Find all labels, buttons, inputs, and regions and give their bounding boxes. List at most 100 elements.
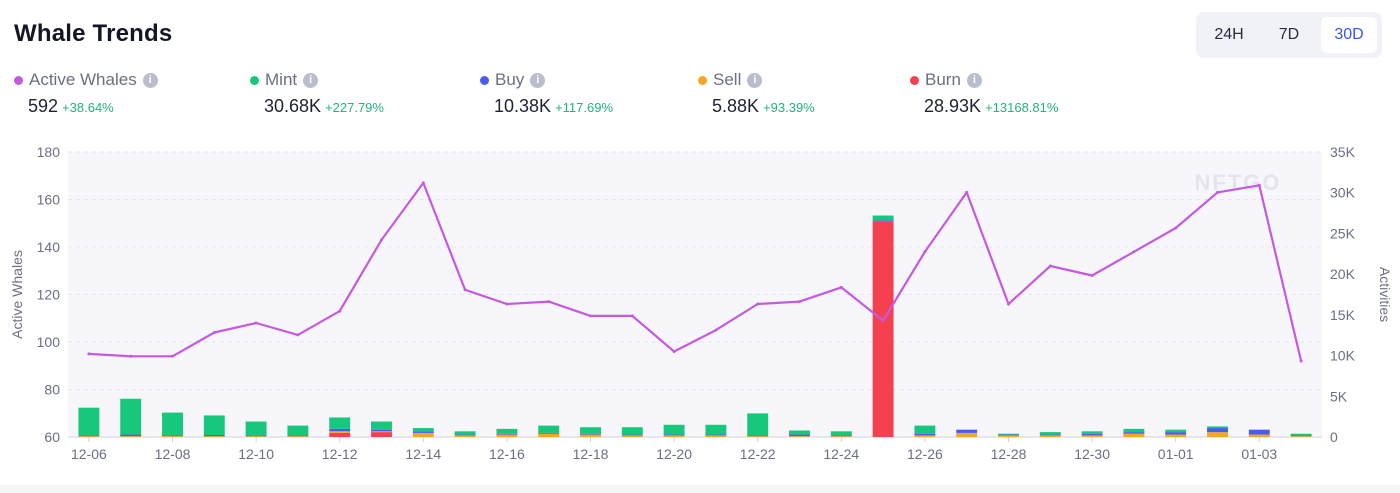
- info-icon[interactable]: i: [966, 72, 982, 88]
- y2-tick-label: 20K: [1330, 266, 1356, 282]
- bar-buy: [287, 435, 309, 437]
- line-point: [965, 190, 969, 194]
- active-whales-dot-icon: [14, 75, 23, 85]
- bar-mint: [371, 421, 392, 430]
- bar-sell: [621, 435, 643, 437]
- bar-buy: [162, 435, 183, 437]
- line-point: [254, 321, 258, 325]
- bar-buy: [412, 431, 434, 433]
- sell-dot-icon: [698, 75, 707, 85]
- bar-mint: [329, 417, 351, 429]
- line-point: [1257, 183, 1261, 187]
- legend-label: Active Whales: [29, 70, 137, 89]
- line-point: [338, 309, 342, 313]
- legend-label: Sell: [713, 70, 742, 89]
- bar-sell: [830, 436, 852, 437]
- bar-mint: [412, 428, 434, 432]
- info-icon[interactable]: i: [303, 72, 319, 88]
- bar-sell: [705, 435, 727, 437]
- bar-buy: [914, 433, 936, 436]
- bar-buy: [329, 428, 351, 432]
- legend-change: +38.64%: [62, 100, 114, 115]
- bar-sell: [496, 434, 518, 437]
- bar-sell: [454, 435, 476, 437]
- legend-mint[interactable]: Mint i 30.68K +227.79%: [250, 70, 384, 117]
- legend-sell[interactable]: Sell i 5.88K +93.39%: [698, 70, 815, 117]
- line-point: [212, 331, 216, 334]
- bar-sell: [245, 436, 267, 437]
- y2-tick-label: 15K: [1330, 307, 1356, 323]
- bar-buy: [78, 435, 100, 437]
- bar-buy: [1207, 428, 1228, 433]
- legend-burn[interactable]: Burn i 28.93K +13168.81%: [910, 70, 1058, 117]
- info-icon[interactable]: i: [530, 72, 546, 88]
- bar-mint: [1039, 432, 1061, 435]
- range-30d-button[interactable]: 30D: [1321, 17, 1377, 53]
- bar-buy: [245, 435, 267, 437]
- metrics-legend: Active Whales i 592 +38.64% Mint i 30.68K…: [0, 70, 1400, 120]
- bar-mint: [203, 415, 225, 435]
- bar-mint: [1081, 431, 1103, 434]
- bar-sell: [120, 436, 142, 437]
- bar-mint: [580, 427, 601, 434]
- bar-sell: [789, 436, 810, 437]
- bar-burn: [872, 221, 894, 437]
- bar-buy: [747, 435, 769, 437]
- line-point: [1007, 302, 1010, 306]
- range-24h-button[interactable]: 24H: [1214, 26, 1244, 43]
- footer-band: [0, 485, 1400, 493]
- legend-active-whales[interactable]: Active Whales i 592 +38.64%: [14, 70, 158, 117]
- legend-value: 28.93K: [924, 96, 982, 116]
- bar-buy: [789, 434, 810, 437]
- bar-buy: [663, 434, 685, 436]
- legend-label: Buy: [495, 70, 525, 89]
- line-point: [756, 302, 760, 306]
- y2-tick-label: 30K: [1330, 185, 1356, 201]
- x-tick-label: 12-10: [238, 446, 274, 462]
- y-tick-label: 80: [44, 382, 60, 398]
- bar-sell: [1081, 435, 1103, 437]
- bar-buy: [621, 434, 643, 436]
- x-tick-label: 12-06: [71, 446, 107, 462]
- watermark: NFTGO: [1195, 170, 1282, 195]
- info-icon[interactable]: i: [747, 72, 763, 88]
- bar-mint: [1207, 426, 1228, 429]
- bar-mint: [872, 215, 894, 221]
- bar-sell: [412, 432, 434, 437]
- x-tick-label: 12-18: [573, 446, 609, 462]
- bar-mint: [1165, 429, 1187, 433]
- bar-buy: [496, 433, 518, 435]
- page-title: Whale Trends: [14, 20, 173, 47]
- x-tick-label: 12-28: [991, 446, 1027, 462]
- bar-sell: [580, 434, 601, 437]
- bar-mint: [998, 433, 1019, 435]
- bar-sell: [1123, 433, 1145, 437]
- info-icon[interactable]: i: [142, 72, 158, 88]
- bar-buy: [1123, 432, 1145, 434]
- bar-sell: [663, 435, 685, 437]
- legend-label: Mint: [265, 70, 298, 89]
- legend-label: Burn: [925, 70, 961, 89]
- bar-mint: [621, 427, 643, 435]
- legend-buy[interactable]: Buy i 10.38K +117.69%: [480, 70, 613, 117]
- range-7d-button[interactable]: 7D: [1278, 26, 1300, 43]
- bar-buy: [538, 432, 560, 434]
- line-point: [923, 250, 927, 254]
- bar-buy: [872, 220, 894, 222]
- y2-axis-title: Activities: [1377, 267, 1393, 322]
- bar-mint: [1123, 428, 1145, 433]
- bar-mint: [747, 413, 769, 436]
- bar-mint: [120, 398, 142, 435]
- line-point: [547, 300, 551, 304]
- line-point: [714, 328, 718, 332]
- x-tick-label: 12-30: [1074, 446, 1110, 462]
- bar-buy: [1248, 429, 1270, 435]
- bar-buy: [371, 429, 392, 432]
- buy-dot-icon: [480, 75, 489, 85]
- burn-dot-icon: [910, 75, 919, 85]
- bar-sell: [1165, 434, 1187, 437]
- legend-value: 592: [28, 96, 59, 116]
- x-tick-label: 12-14: [405, 446, 441, 462]
- line-point: [881, 319, 885, 323]
